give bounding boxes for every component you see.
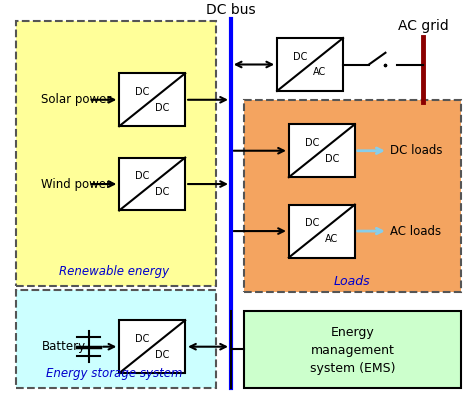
Text: Energy storage system: Energy storage system xyxy=(46,367,183,380)
Text: Loads: Loads xyxy=(334,275,371,288)
Text: Solar power: Solar power xyxy=(41,93,112,106)
Bar xyxy=(289,124,355,177)
FancyBboxPatch shape xyxy=(16,21,216,286)
Text: DC: DC xyxy=(305,138,319,148)
Text: DC: DC xyxy=(135,334,149,344)
Text: DC: DC xyxy=(293,52,307,62)
Bar xyxy=(119,320,185,373)
Text: DC bus: DC bus xyxy=(206,4,255,18)
Bar xyxy=(277,38,343,91)
Text: DC: DC xyxy=(325,154,339,164)
Text: Battery: Battery xyxy=(41,340,86,353)
FancyBboxPatch shape xyxy=(244,312,461,388)
Text: DC loads: DC loads xyxy=(390,144,443,157)
Text: DC: DC xyxy=(305,218,319,228)
Text: Wind power: Wind power xyxy=(41,178,111,190)
Text: AC: AC xyxy=(313,67,327,77)
Text: Renewable energy: Renewable energy xyxy=(59,265,170,278)
Text: DC: DC xyxy=(155,187,169,197)
Text: AC loads: AC loads xyxy=(390,225,441,237)
Text: DC: DC xyxy=(135,171,149,181)
Text: DC: DC xyxy=(135,87,149,97)
Bar xyxy=(119,158,185,211)
Text: AC grid: AC grid xyxy=(398,19,448,33)
Text: DC: DC xyxy=(155,350,169,360)
Text: AC: AC xyxy=(325,234,338,244)
Bar xyxy=(289,205,355,257)
FancyBboxPatch shape xyxy=(16,290,216,388)
Bar xyxy=(119,73,185,126)
Text: Energy
management
system (EMS): Energy management system (EMS) xyxy=(310,326,395,375)
Text: DC: DC xyxy=(155,103,169,113)
FancyBboxPatch shape xyxy=(244,100,461,292)
